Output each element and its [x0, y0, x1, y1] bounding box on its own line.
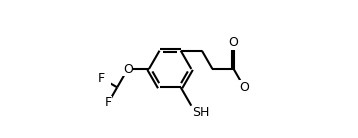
Text: O: O [229, 36, 238, 49]
Text: F: F [98, 72, 105, 85]
Text: F: F [105, 96, 112, 109]
Text: SH: SH [192, 106, 209, 119]
Text: O: O [239, 81, 249, 94]
Text: O: O [123, 63, 133, 75]
